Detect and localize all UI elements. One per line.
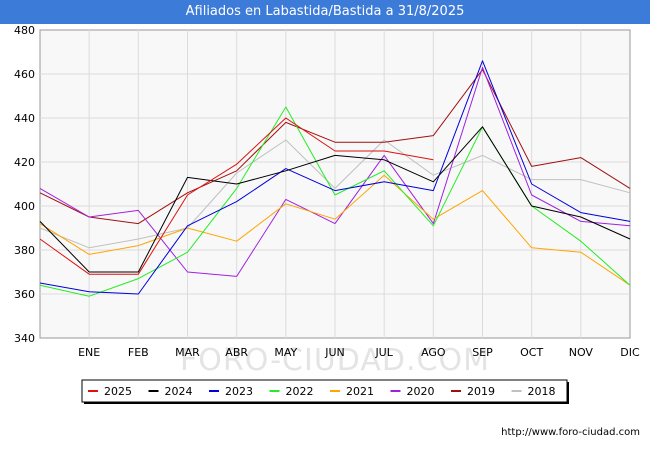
x-tick-label: JUL	[374, 346, 393, 359]
legend-label-2018: 2018	[528, 385, 556, 398]
y-tick-label: 340	[14, 332, 35, 345]
legend-label-2024: 2024	[165, 385, 193, 398]
x-tick-label: JUN	[324, 346, 345, 359]
x-tick-label: FEB	[128, 346, 149, 359]
x-tick-label: ABR	[225, 346, 248, 359]
series-line-2020	[39, 66, 631, 277]
series-line-2023	[39, 60, 631, 295]
y-tick-label: 420	[14, 156, 35, 169]
legend-label-2022: 2022	[286, 385, 314, 398]
legend-label-2020: 2020	[407, 385, 435, 398]
series-line-2019	[39, 69, 631, 225]
y-tick-label: 360	[14, 288, 35, 301]
y-axis: 340 360 380 400 420 440 460 480	[14, 24, 35, 345]
series-line-2024	[39, 126, 631, 273]
legend-label-2021: 2021	[346, 385, 374, 398]
source-footer: http://www.foro-ciudad.com	[501, 427, 640, 438]
y-tick-label: 460	[14, 68, 35, 81]
y-tick-label: 440	[14, 112, 35, 125]
x-tick-label: NOV	[569, 346, 594, 359]
x-tick-label: SEP	[472, 346, 493, 359]
chart-title: Afiliados en Labastida/Bastida a 31/8/20…	[0, 0, 650, 24]
legend-label-2025: 2025	[104, 385, 132, 398]
x-tick-label: ENE	[78, 346, 100, 359]
legend: 2025 2024 2023 2022 2021 2020 2019 2018	[81, 379, 569, 404]
legend-label-2023: 2023	[225, 385, 253, 398]
x-axis: ENE FEB MAR ABR MAY JUN JUL AGO SEP OCT NOV DIC	[78, 346, 640, 359]
series-line-2018	[39, 139, 631, 249]
legend-box	[81, 379, 568, 403]
series-line-2021	[39, 174, 631, 286]
watermark-text: FORO-CIUDAD.COM	[180, 343, 490, 378]
series-line-2025	[39, 117, 434, 275]
series-group	[39, 60, 631, 297]
y-tick-label: 480	[14, 24, 35, 37]
x-tick-label: MAR	[175, 346, 200, 359]
legend-label-2019: 2019	[467, 385, 495, 398]
y-tick-label: 380	[14, 244, 35, 257]
x-tick-label: AGO	[421, 346, 446, 359]
x-tick-label: MAY	[274, 346, 297, 359]
y-tick-label: 400	[14, 200, 35, 213]
x-tick-label: OCT	[520, 346, 543, 359]
x-tick-label: DIC	[620, 346, 640, 359]
